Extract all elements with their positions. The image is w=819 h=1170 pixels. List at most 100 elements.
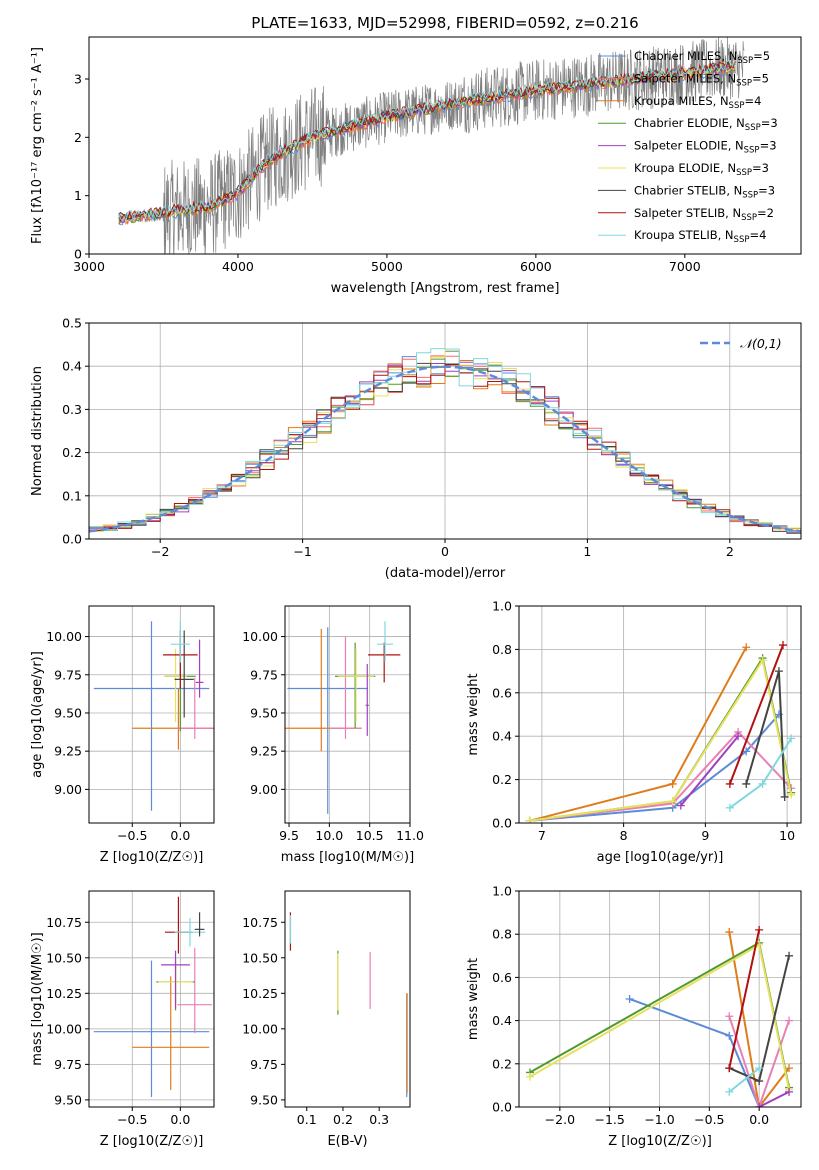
x-tick-label: 9.5 (279, 828, 299, 843)
weight-marker (725, 779, 734, 788)
y-tick-label: 9.50 (250, 705, 278, 720)
x-axis-label: Z [log10(Z/Z☉)] (608, 1134, 712, 1149)
x-tick-label: 7000 (669, 259, 701, 274)
y-tick-label: 10.00 (242, 629, 278, 644)
weight-marker (755, 1103, 764, 1107)
x-tick-label: 6000 (520, 259, 552, 274)
weight-marker (758, 779, 767, 788)
legend-label: Salpeter ELODIE, NSSP=3 (634, 139, 777, 156)
weight-marker (780, 792, 789, 801)
y-tick-label: 0.2 (492, 1056, 512, 1071)
weight-line (728, 1015, 790, 1107)
model-spectrum-line (118, 63, 736, 225)
legend-label: Kroupa ELODIE, NSSP=3 (634, 161, 769, 178)
y-tick-label: 9.25 (250, 744, 278, 759)
weight-marker (755, 925, 764, 934)
y-tick-label: 0.0 (492, 816, 512, 831)
y-tick-label: 0.4 (492, 729, 512, 744)
y-tick-label: 9.50 (250, 1092, 278, 1107)
legend-label: Salpeter MILES, NSSP=5 (634, 71, 769, 88)
weight-marker (725, 928, 734, 937)
observed-spectrum-line (118, 37, 745, 254)
y-tick-label: 10.50 (242, 950, 278, 965)
weight-marker (725, 1087, 734, 1096)
weight-line (728, 931, 790, 1107)
x-tick-label: 0 (441, 544, 449, 559)
weight-line (529, 655, 793, 822)
y-tick-label: 10.00 (46, 1021, 82, 1036)
weight-line (529, 657, 793, 822)
y-tick-label: 0.2 (492, 772, 512, 787)
x-tick-label: 10 (779, 828, 795, 843)
x-tick-label: 7 (538, 828, 546, 843)
residual-histogram (89, 350, 801, 532)
x-tick-label: 9 (701, 828, 709, 843)
weight-line (680, 735, 739, 807)
weight-marker (668, 779, 677, 788)
weight-marker (742, 779, 751, 788)
errorbar-plot-area (93, 896, 213, 1098)
x-tick-label: 4000 (222, 259, 254, 274)
x-tick-label: −2.0 (545, 1112, 575, 1127)
x-tick-label: 0.0 (170, 1112, 190, 1127)
x-tick-label: 0.2 (333, 1112, 353, 1127)
errorbar-plot-area (285, 621, 401, 814)
weight-marker (755, 1077, 764, 1086)
x-tick-label: 10.5 (356, 828, 384, 843)
axes-frame (88, 605, 215, 824)
weight-vs-age-panel: 7 8 9 10 0.0 0.2 0.4 0.6 0.8 1.0 age [log10(age/yr… (466, 599, 802, 865)
y-tick-label: 0.8 (492, 927, 512, 942)
x-tick-label: −2 (151, 544, 169, 559)
y-tick-label: 9.75 (250, 667, 278, 682)
y-tick-label: 2 (74, 130, 82, 145)
x-axis-label: wavelength [Angstrom, rest frame] (331, 281, 560, 296)
weight-marker (742, 643, 751, 652)
x-axis-label: Z [log10(Z/Z☉)] (100, 1134, 204, 1149)
legend-label: Kroupa STELIB, NSSP=4 (634, 228, 766, 245)
weight-vs-metallicity-panel: −2.0 −1.5 −1.0 −0.5 0.0 0.0 0.2 0.4 0.6 0.8 1.0 Z [… (466, 884, 802, 1149)
x-tick-label: 5000 (371, 259, 403, 274)
legend-label: Chabrier ELODIE, NSSP=3 (634, 116, 778, 133)
y-tick-label: 0.0 (492, 1100, 512, 1115)
y-tick-label: 1 (74, 188, 82, 203)
x-axis-label: (data-model)/error (385, 566, 506, 581)
axes-frame (88, 890, 215, 1108)
y-tick-label: 9.75 (54, 667, 82, 682)
weight-marker (625, 995, 634, 1003)
weight-line (629, 998, 761, 1107)
y-tick-label: 10.50 (46, 950, 82, 965)
x-tick-label: 0.1 (297, 1112, 317, 1127)
y-tick-label: 9.75 (250, 1057, 278, 1072)
weight-marker (779, 641, 788, 650)
weight-marker (734, 732, 743, 741)
legend-label: Kroupa MILES, NSSP=4 (634, 94, 761, 111)
y-tick-label: 0.1 (62, 488, 82, 503)
weight-line (529, 713, 780, 822)
weight-plot-area (525, 641, 796, 823)
axes-frame (518, 605, 802, 824)
weight-line (529, 730, 792, 822)
y-tick-label: 9.00 (54, 782, 82, 797)
weight-marker (725, 1031, 734, 1040)
x-tick-label: 11.0 (396, 828, 424, 843)
age-vs-mass-panel: 9.5 10.0 10.5 11.0 9.00 9.25 9.50 9.75 10.00 mass… (242, 605, 424, 865)
x-tick-label: 0.0 (749, 1112, 769, 1127)
weight-marker (787, 734, 796, 743)
y-tick-label: 0.5 (62, 316, 82, 331)
weight-marker (525, 816, 534, 823)
y-axis-label: mass [log10(M/M☉)] (30, 932, 45, 1065)
weight-marker (774, 667, 783, 676)
x-tick-label: 8 (620, 828, 628, 843)
weight-line (728, 644, 784, 785)
legend-label: Salpeter STELIB, NSSP=2 (634, 206, 774, 223)
x-tick-label: −0.5 (694, 1112, 724, 1127)
y-tick-label: 10.00 (46, 629, 82, 644)
x-tick-label: −1.5 (594, 1112, 624, 1127)
x-tick-label: 10.0 (315, 828, 343, 843)
x-tick-label: 1 (583, 544, 591, 559)
y-axis-label: Flux [fλ10⁻¹⁷ erg cm⁻² s⁻¹ A⁻¹] (30, 47, 45, 244)
legend-label: 𝒩(0,1) (740, 336, 782, 351)
weight-marker (785, 1087, 794, 1096)
y-tick-label: 9.00 (250, 782, 278, 797)
weight-line (758, 1091, 790, 1107)
